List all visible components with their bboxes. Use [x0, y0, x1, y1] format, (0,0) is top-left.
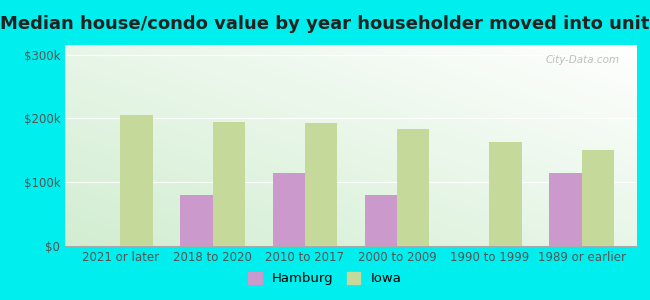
Bar	[305, 123, 337, 246]
Bar	[180, 195, 213, 246]
Bar	[213, 122, 245, 246]
Bar	[120, 115, 153, 246]
Text: City-Data.com: City-Data.com	[546, 55, 620, 65]
Bar	[397, 129, 430, 246]
Bar	[365, 195, 397, 246]
Text: Median house/condo value by year householder moved into unit: Median house/condo value by year househo…	[0, 15, 650, 33]
Bar	[582, 150, 614, 246]
Bar	[489, 142, 522, 246]
Bar	[549, 172, 582, 246]
Legend: Hamburg, Iowa: Hamburg, Iowa	[243, 266, 407, 290]
Bar	[272, 172, 305, 246]
